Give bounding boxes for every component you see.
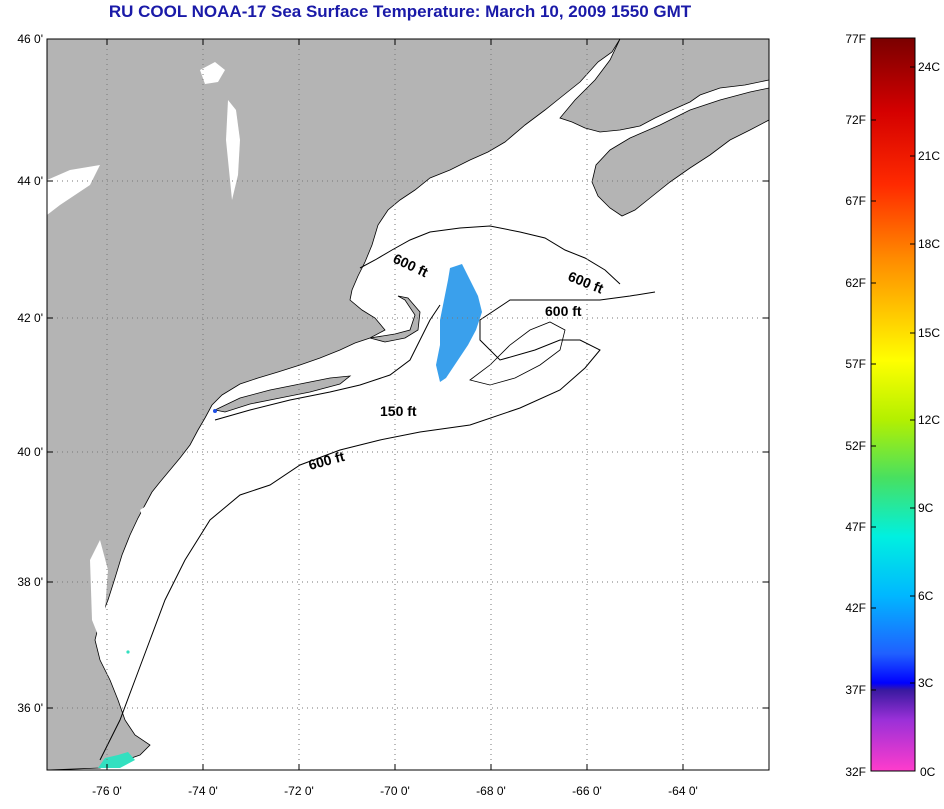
lake-winnipesaukee — [200, 62, 225, 84]
scale-ticks — [871, 66, 915, 691]
lat-label: 36 0' — [17, 701, 43, 715]
lat-lon-grid — [47, 39, 769, 770]
scale-label-c: 24C — [918, 60, 940, 74]
lon-label: -66 0' — [572, 784, 602, 798]
contour-600ft-gulf — [359, 225, 621, 285]
scale-label-f: 42F — [845, 601, 866, 615]
scale-label-c: 15C — [918, 326, 940, 340]
scale-label-f: 57F — [845, 357, 866, 371]
land-cape-cod — [369, 295, 421, 343]
scale-label-f: 62F — [845, 276, 866, 290]
scale-label-c: 9C — [918, 501, 934, 515]
lat-label: 42 0' — [17, 311, 43, 325]
lon-label: -64 0' — [668, 784, 698, 798]
georges-bank-outline — [469, 321, 566, 386]
color-scale-bar — [870, 37, 916, 772]
scale-label-f: 37F — [845, 683, 866, 697]
map-frame — [46, 38, 770, 771]
scale-label-c: 0C — [920, 765, 936, 779]
scale-label-f: 32F — [845, 765, 866, 779]
contour-label: 150 ft — [380, 403, 417, 419]
axis-ticks — [47, 38, 769, 770]
scale-label-f: 67F — [845, 194, 866, 208]
contour-150ft — [214, 304, 441, 421]
scale-label-c: 12C — [918, 413, 940, 427]
lon-label: -70 0' — [380, 784, 410, 798]
sst-patch-cool — [436, 264, 482, 382]
scale-label-f: 47F — [845, 520, 866, 534]
scale-label-c: 21C — [918, 149, 940, 163]
lon-label: -74 0' — [188, 784, 218, 798]
lake-ontario-edge — [47, 165, 100, 215]
contour-label: 600 ft — [545, 303, 582, 319]
sst-speck — [126, 650, 130, 654]
land-long-island — [213, 375, 352, 413]
lon-label: -68 0' — [476, 784, 506, 798]
lat-label: 44 0' — [17, 174, 43, 188]
scale-label-f: 72F — [845, 113, 866, 127]
contour-600ft-shelf — [99, 291, 656, 761]
scale-label-c: 3C — [918, 676, 934, 690]
delaware-bay — [140, 500, 160, 535]
lat-label: 46 0' — [17, 32, 43, 46]
lon-label: -72 0' — [284, 784, 314, 798]
scale-label-f: 77F — [845, 32, 866, 46]
scale-label-c: 18C — [918, 237, 940, 251]
sst-speck-blue — [213, 409, 217, 413]
chesapeake-bay — [90, 540, 108, 640]
scale-label-f: 52F — [845, 439, 866, 453]
lake-champlain — [226, 100, 240, 200]
lat-label: 38 0' — [17, 575, 43, 589]
land-mainland — [47, 39, 621, 770]
lat-label: 40 0' — [17, 445, 43, 459]
map-title: RU COOL NOAA-17 Sea Surface Temperature:… — [108, 2, 692, 21]
land-nova-scotia — [591, 87, 769, 217]
scale-label-c: 6C — [918, 589, 934, 603]
land-new-brunswick — [559, 39, 769, 133]
lon-label: -76 0' — [92, 784, 122, 798]
